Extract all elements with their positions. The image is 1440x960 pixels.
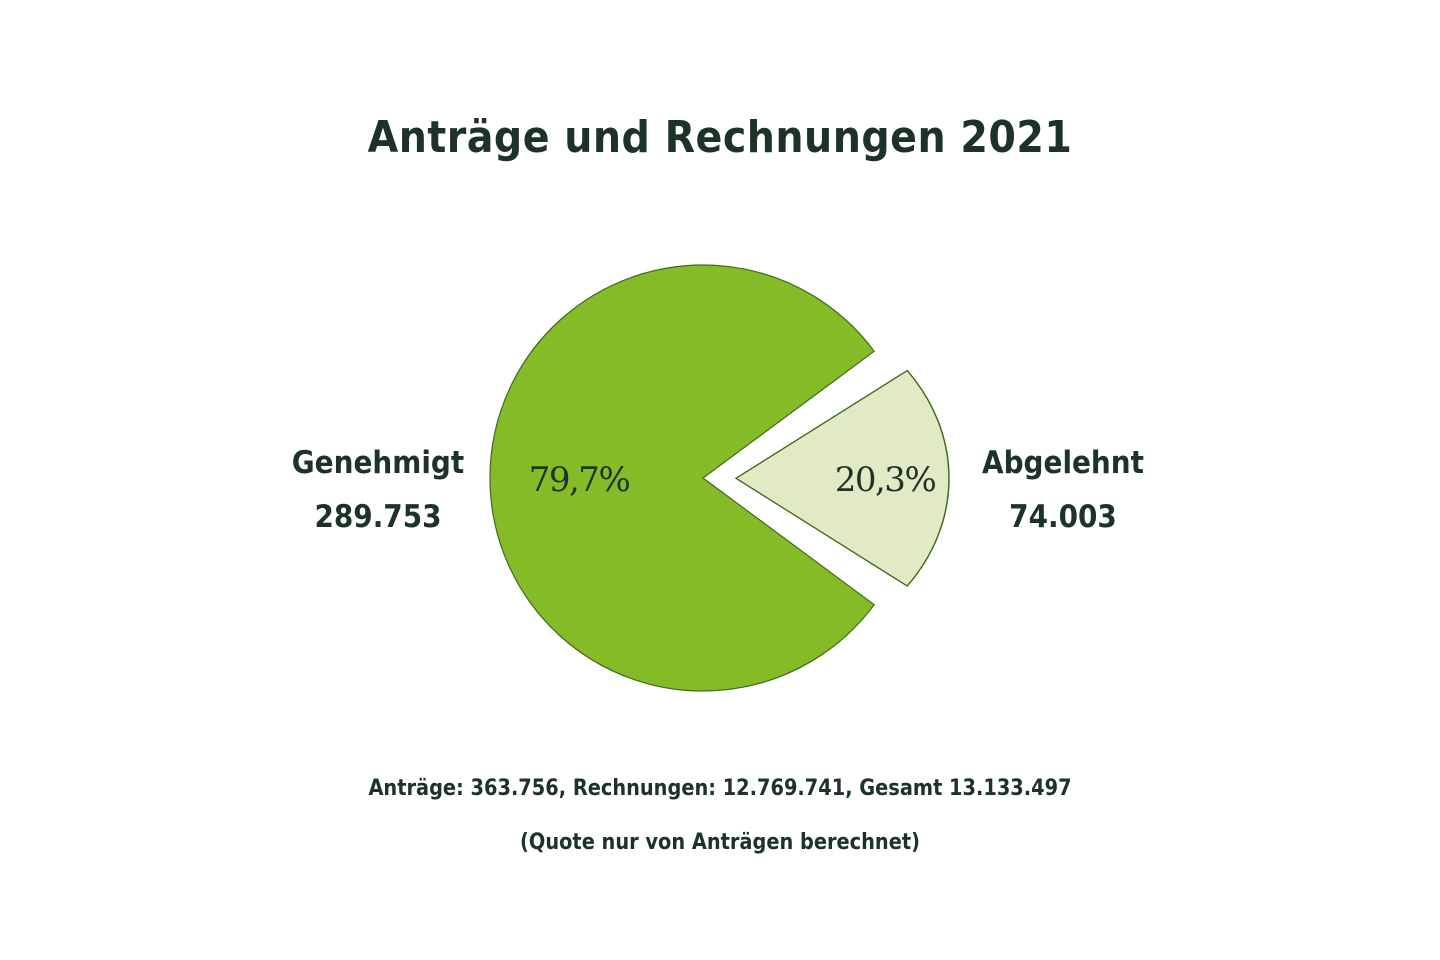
label-rejected-value: 74.003 xyxy=(1009,499,1117,535)
percent-label-rejected: 20,3% xyxy=(835,460,936,500)
label-approved: Genehmigt 289.753 xyxy=(279,443,477,537)
totals-note: Anträge: 363.756, Rechnungen: 12.769.741… xyxy=(368,776,1072,801)
label-rejected-name: Abgelehnt xyxy=(981,445,1144,481)
label-rejected: Abgelehnt 74.003 xyxy=(961,443,1164,537)
percent-label-approved: 79,7% xyxy=(529,460,630,500)
chart-title: Anträge und Rechnungen 2021 xyxy=(367,112,1073,163)
pie-slice-rejected xyxy=(734,369,950,587)
quota-note: (Quote nur von Anträgen berechnet) xyxy=(520,830,920,855)
pie-slice-approved xyxy=(489,264,876,692)
label-approved-name: Genehmigt xyxy=(291,445,465,481)
label-approved-value: 289.753 xyxy=(314,499,442,535)
